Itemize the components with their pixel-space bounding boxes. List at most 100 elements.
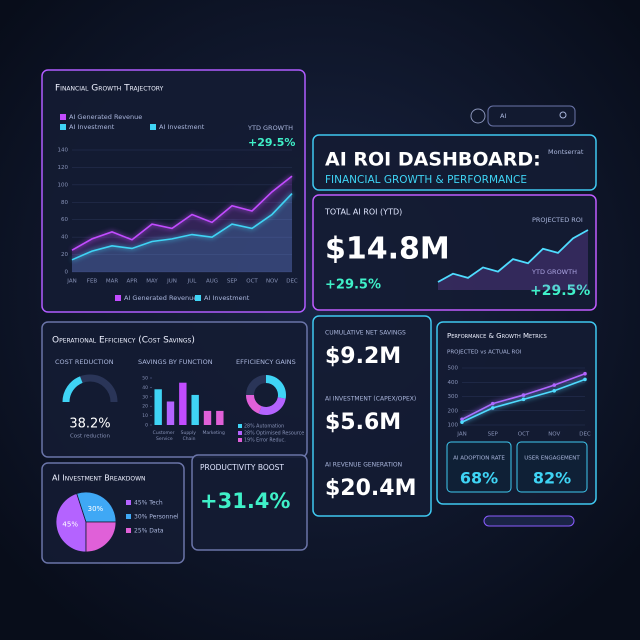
ytd-label: YTD GROWTH — [247, 124, 293, 132]
bar — [166, 401, 175, 425]
area — [72, 193, 292, 272]
font-label: Montserrat — [548, 148, 584, 156]
x-tick-label: MAR — [106, 279, 119, 285]
roi-panel — [312, 194, 597, 311]
x-tick-label: OCT — [246, 279, 258, 285]
y-tick-label: 120 — [58, 165, 69, 171]
legend-swatch — [115, 295, 121, 301]
x-tick-label: Customer Service — [153, 430, 176, 442]
x-tick-label: Marketing — [202, 430, 225, 436]
search-text[interactable]: AI — [500, 112, 506, 120]
donut-slice — [266, 375, 286, 399]
legend-label: AI Investment — [204, 294, 250, 302]
y-tick-label: 100 — [448, 423, 459, 429]
point — [521, 393, 526, 397]
x-tick-label: OCT — [518, 432, 530, 438]
metric-box — [446, 441, 512, 493]
metric-value: 82% — [533, 469, 571, 488]
search-icon[interactable] — [559, 111, 567, 119]
header-panel — [312, 134, 597, 191]
gauge-arc — [62, 376, 83, 403]
kpi-value: $9.2M — [325, 344, 401, 369]
legend-swatch — [60, 114, 66, 120]
kpi-label: CUMULATIVE NET SAVINGS — [325, 330, 406, 337]
x-tick-label: DEC — [579, 432, 591, 438]
legend-swatch — [60, 124, 66, 130]
donut-title: EFFICIENCY GAINS — [236, 358, 296, 366]
legend-swatch — [126, 528, 131, 533]
roi-change: +29.5% — [325, 278, 381, 293]
point — [583, 377, 587, 382]
growth-panel — [41, 69, 306, 313]
y-tick-label: 40 — [142, 385, 148, 391]
point — [583, 371, 587, 376]
legend-label: 30% Personnel — [134, 514, 179, 521]
point — [552, 383, 557, 387]
y-tick-label: 10 — [142, 413, 148, 419]
productivity-value: +31.4% — [200, 489, 290, 513]
roi-title: TOTAL AI ROI (YTD) — [324, 208, 402, 217]
x-tick-label: DEC — [286, 279, 298, 285]
growth-label: YTD GROWTH — [531, 268, 577, 276]
x-tick-label: JAN — [456, 432, 466, 438]
legend-swatch — [126, 500, 131, 505]
metric-label: USER ENGAGEMENT — [524, 456, 580, 462]
slider[interactable] — [483, 515, 575, 527]
y-tick-label: 20 — [61, 252, 68, 258]
gauge-value: 38.2% — [69, 417, 110, 432]
panels — [41, 69, 597, 564]
roi-value: $14.8M — [325, 232, 450, 267]
legend-label: 19% Error Reduc. — [244, 438, 286, 444]
pie-slice — [76, 491, 117, 523]
ops-panel — [41, 321, 308, 458]
y-tick-label: 50 — [142, 376, 148, 382]
legend-label: AI Investment — [69, 123, 115, 131]
bar — [179, 382, 187, 425]
legend-swatch — [238, 438, 242, 442]
bell-icon[interactable] — [470, 108, 486, 124]
productivity-title: PRODUCTIVITY BOOST — [200, 463, 284, 472]
point — [521, 397, 526, 402]
y-tick-label: 0 — [65, 270, 69, 276]
donut-slice — [246, 395, 262, 414]
y-tick-label: 40 — [61, 235, 68, 241]
x-tick-label: NOV — [266, 279, 278, 285]
pie-label: 30% — [88, 505, 104, 513]
dashboard-subtitle: FINANCIAL GROWTH & PERFORMANCE — [325, 174, 527, 186]
growth-value: +29.5% — [530, 283, 590, 299]
y-tick-label: 80 — [61, 200, 68, 206]
sparkline — [437, 229, 589, 283]
perf-title: Performance & Growth Metrics — [447, 332, 547, 340]
legend-label: AI Generated Revenue — [124, 294, 197, 302]
legend-label: 28% Optimised Resource — [244, 431, 304, 437]
x-tick-label: JUL — [187, 279, 198, 285]
gauge-title: COST REDUCTION — [55, 358, 114, 366]
growth-title: Financial Growth Trajectory — [55, 84, 164, 94]
x-tick-label: JUN — [166, 279, 177, 285]
legend-swatch — [150, 124, 156, 130]
line — [71, 175, 293, 251]
legend-swatch — [238, 424, 242, 428]
legend-swatch — [195, 295, 201, 301]
x-tick-label: Supply Chain — [181, 430, 198, 442]
search-box[interactable] — [487, 105, 576, 127]
y-tick-label: 20 — [142, 404, 148, 410]
y-tick-label: 140 — [58, 148, 69, 154]
metric-box — [516, 441, 588, 493]
bar — [191, 394, 199, 425]
x-tick-label: NOV — [548, 432, 560, 438]
legend-label: AI Investment — [159, 123, 205, 131]
bar — [216, 410, 224, 425]
x-tick-label: JAN — [66, 279, 76, 285]
pie-slice — [85, 521, 117, 553]
legend-swatch — [126, 514, 131, 519]
projected-label: PROJECTED ROI — [532, 216, 583, 224]
y-tick-label: 0 — [145, 423, 148, 429]
y-tick-label: 100 — [58, 182, 69, 188]
legend-swatch — [238, 431, 242, 435]
kpi-label: AI REVENUE GENERATION — [325, 462, 402, 469]
y-tick-label: 300 — [448, 394, 459, 400]
legend-label: AI Generated Revenue — [69, 113, 142, 121]
productivity-panel — [191, 454, 308, 551]
